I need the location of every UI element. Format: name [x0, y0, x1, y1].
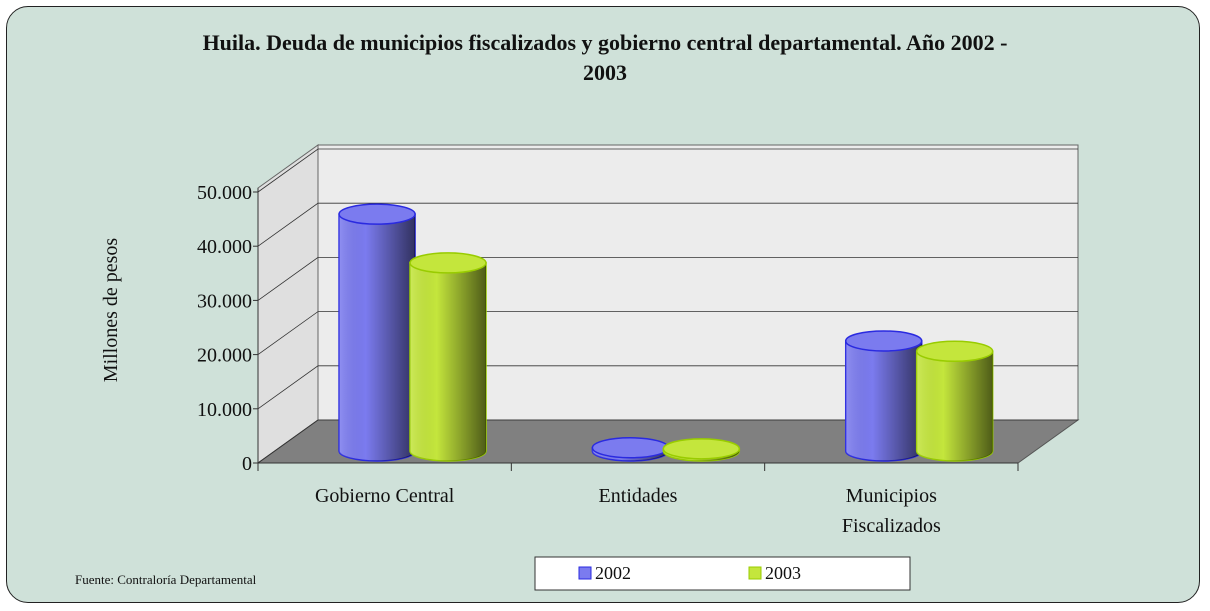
bar-top — [662, 438, 741, 460]
bar — [844, 330, 923, 462]
bar-shade — [845, 340, 922, 462]
grid-line — [257, 419, 1078, 464]
legend-swatch — [578, 566, 592, 580]
grid-line — [257, 257, 1078, 301]
y-tick-label: 50.000 — [197, 182, 252, 204]
bar-top — [409, 252, 487, 274]
grid-line — [257, 148, 1078, 193]
bar-shade — [410, 262, 486, 461]
bar — [662, 438, 741, 462]
source-note: Fuente: Contraloría Departamental — [75, 572, 257, 587]
y-tick-label: 10.000 — [197, 399, 252, 421]
bar-top — [591, 436, 670, 459]
legend-label: 2003 — [765, 563, 801, 583]
bar-top — [915, 340, 994, 363]
bar — [591, 436, 670, 462]
grid-line — [257, 202, 1078, 247]
side-wall — [257, 144, 319, 464]
legend-swatch — [748, 566, 762, 580]
x-tick-label: Municipios Fiscalizados — [841, 485, 941, 537]
bar-shade — [339, 214, 416, 462]
y-tick-label: 40.000 — [197, 236, 252, 258]
x-tick-label: Gobierno Central — [314, 485, 455, 507]
bar-shade — [916, 351, 993, 462]
bar — [409, 252, 487, 462]
bar — [915, 340, 994, 462]
bar — [338, 203, 416, 462]
chart-title: Huila. Deuda de municipios fiscalizados … — [202, 30, 1008, 85]
legend-label: 2002 — [595, 563, 631, 583]
y-tick-label: 0 — [242, 453, 252, 475]
y-axis-title: Millones de pesos — [100, 238, 122, 383]
bar-top — [338, 203, 416, 225]
legend — [534, 556, 911, 591]
y-tick-label: 30.000 — [197, 290, 252, 312]
y-tick-label: 20.000 — [197, 345, 252, 367]
bar-top — [844, 330, 923, 352]
grid-line — [257, 311, 1078, 355]
x-tick-label: Entidades — [598, 485, 678, 507]
grid-line — [257, 365, 1078, 410]
